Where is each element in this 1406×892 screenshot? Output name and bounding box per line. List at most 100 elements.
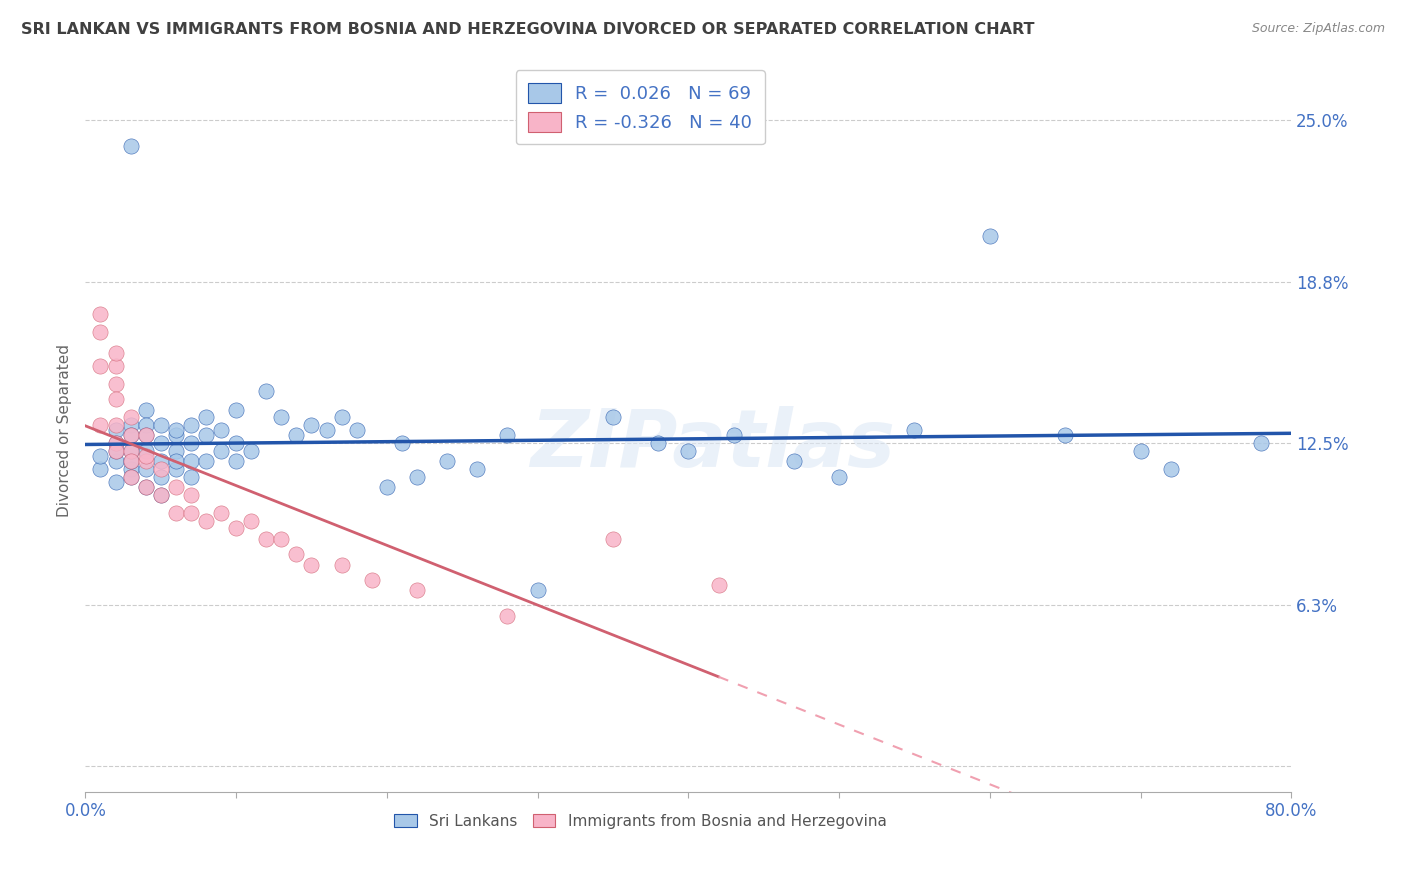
Point [120, 428, 142, 442]
Point [1250, 436, 1272, 450]
Point [89, 325, 111, 339]
Point [285, 547, 308, 561]
Point [496, 428, 519, 442]
Point [120, 418, 142, 433]
Point [783, 454, 806, 468]
Point [135, 418, 157, 433]
Point [602, 410, 624, 425]
Point [240, 444, 263, 458]
Point [165, 454, 187, 468]
Point [209, 423, 232, 437]
Point [165, 423, 187, 437]
Point [165, 462, 187, 476]
Point [89, 359, 111, 373]
Point [707, 578, 730, 592]
Point [149, 488, 172, 502]
Point [104, 436, 127, 450]
Point [104, 418, 127, 433]
Point [104, 376, 127, 391]
Point [194, 454, 217, 468]
Point [979, 229, 1001, 244]
Point [1160, 462, 1182, 476]
Point [828, 469, 851, 483]
Point [254, 384, 277, 399]
Point [135, 480, 157, 494]
Point [135, 428, 157, 442]
Point [436, 454, 458, 468]
Point [526, 583, 548, 598]
Point [301, 558, 323, 572]
Point [375, 480, 398, 494]
Point [149, 436, 172, 450]
Point [346, 423, 368, 437]
Point [104, 423, 127, 437]
Point [120, 139, 142, 153]
Point [104, 359, 127, 373]
Point [496, 609, 519, 624]
Point [135, 449, 157, 463]
Point [89, 462, 111, 476]
Point [330, 558, 353, 572]
Point [149, 454, 172, 468]
Point [647, 436, 669, 450]
Point [1054, 428, 1077, 442]
Point [194, 428, 217, 442]
Point [120, 469, 142, 483]
Point [104, 436, 127, 450]
Point [120, 428, 142, 442]
Point [180, 469, 202, 483]
Legend: Sri Lankans, Immigrants from Bosnia and Herzegovina: Sri Lankans, Immigrants from Bosnia and … [388, 807, 893, 835]
Point [165, 428, 187, 442]
Point [285, 428, 308, 442]
Point [723, 428, 745, 442]
Point [104, 392, 127, 407]
Point [270, 410, 292, 425]
Point [315, 423, 337, 437]
Point [1129, 444, 1152, 458]
Point [270, 532, 292, 546]
Point [89, 449, 111, 463]
Point [104, 475, 127, 489]
Point [165, 444, 187, 458]
Point [120, 469, 142, 483]
Point [165, 506, 187, 520]
Point [89, 418, 111, 433]
Point [120, 454, 142, 468]
Point [120, 444, 142, 458]
Point [135, 428, 157, 442]
Point [149, 469, 172, 483]
Point [225, 436, 247, 450]
Point [240, 514, 263, 528]
Point [149, 488, 172, 502]
Point [209, 444, 232, 458]
Point [149, 418, 172, 433]
Point [180, 506, 202, 520]
Point [104, 454, 127, 468]
Point [120, 462, 142, 476]
Point [225, 521, 247, 535]
Point [120, 444, 142, 458]
Point [120, 454, 142, 468]
Point [135, 480, 157, 494]
Point [135, 462, 157, 476]
Point [406, 583, 429, 598]
Point [254, 532, 277, 546]
Text: SRI LANKAN VS IMMIGRANTS FROM BOSNIA AND HERZEGOVINA DIVORCED OR SEPARATED CORRE: SRI LANKAN VS IMMIGRANTS FROM BOSNIA AND… [21, 22, 1035, 37]
Point [180, 436, 202, 450]
Point [104, 345, 127, 359]
Point [89, 307, 111, 321]
Point [465, 462, 488, 476]
Point [330, 410, 353, 425]
Point [301, 418, 323, 433]
Point [104, 444, 127, 458]
Point [149, 462, 172, 476]
Point [602, 532, 624, 546]
Point [135, 402, 157, 417]
Point [678, 444, 700, 458]
Point [180, 454, 202, 468]
Point [360, 573, 382, 587]
Point [225, 402, 247, 417]
Point [209, 506, 232, 520]
Point [194, 410, 217, 425]
Point [903, 423, 925, 437]
